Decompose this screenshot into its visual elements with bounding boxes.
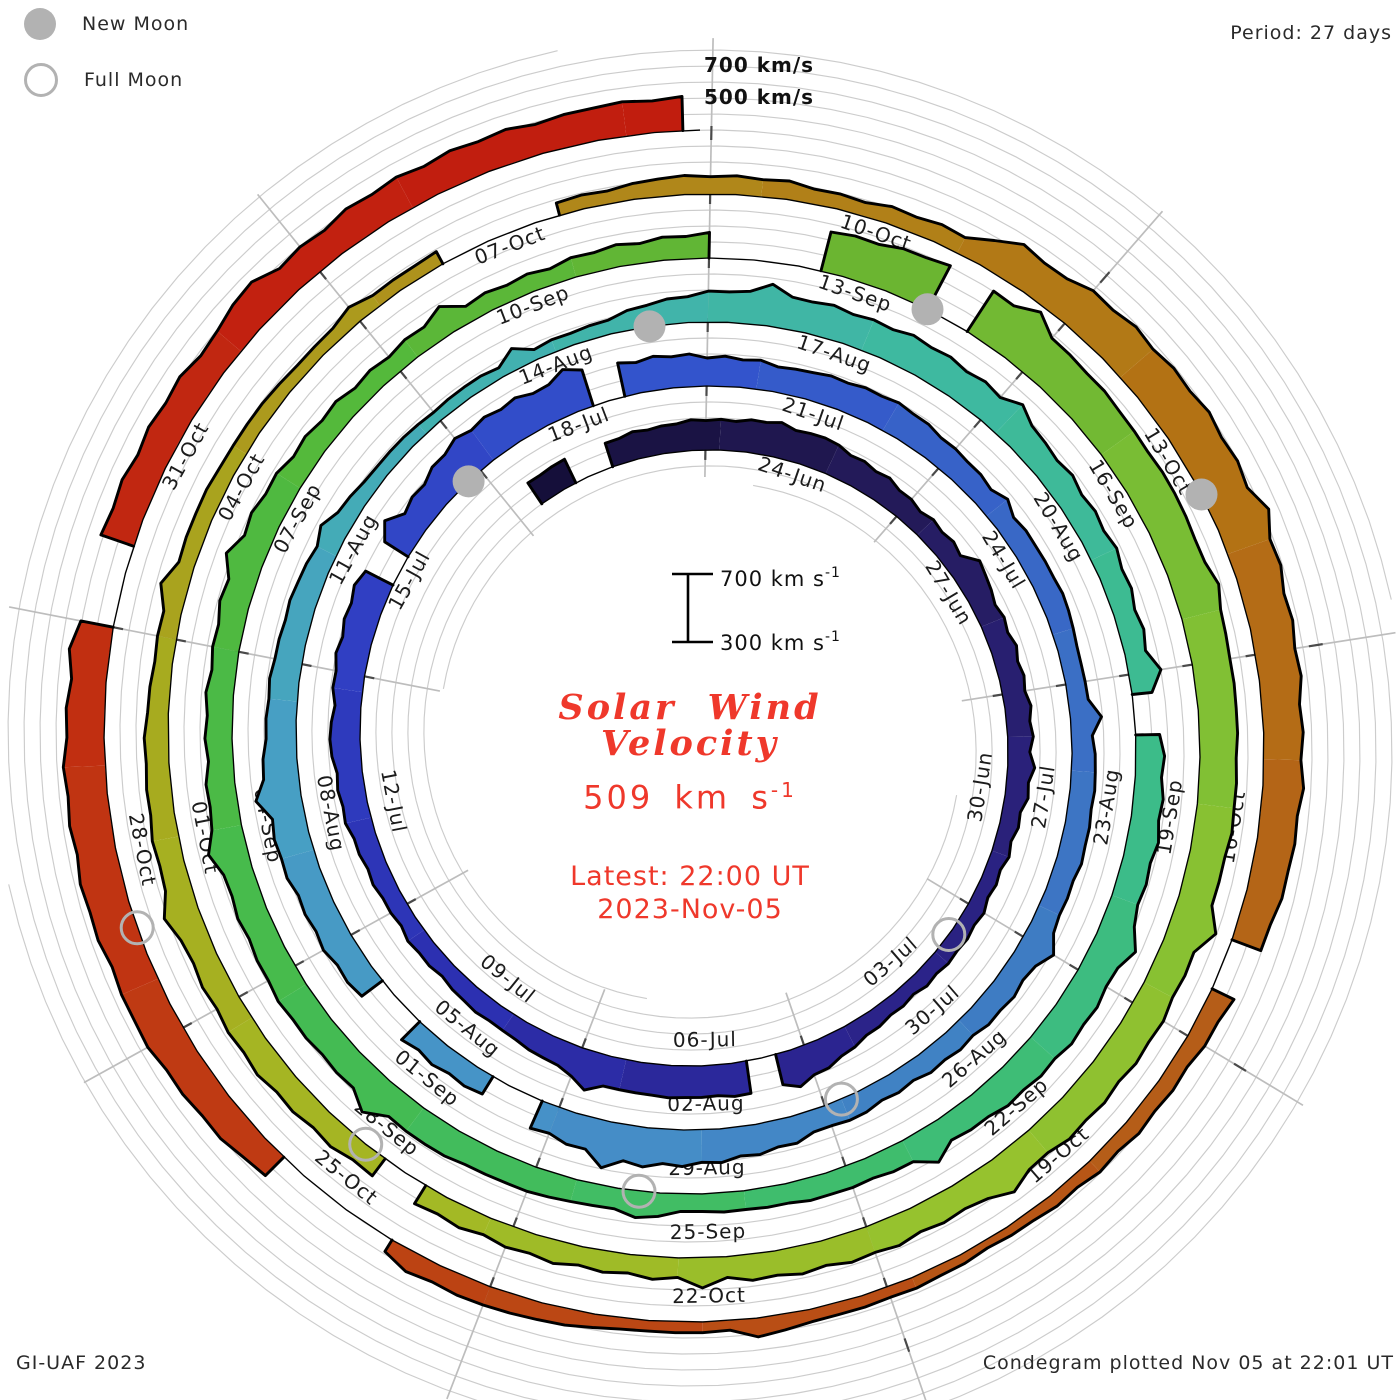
credit-label: GI-UAF 2023: [16, 1352, 147, 1374]
full-moon-marker: [621, 1173, 657, 1209]
full-moon-marker: [931, 917, 967, 952]
date-label: 06-Jul: [673, 1027, 737, 1052]
date-label: 12-Jul: [376, 768, 412, 835]
new-moon-marker: [911, 293, 944, 326]
moon-markers: [119, 293, 1218, 1209]
new-moon-marker: [452, 465, 485, 498]
gridline-labels: 700 km/s 500 km/s: [704, 53, 814, 109]
legend-full-moon: Full Moon: [24, 60, 189, 100]
scale-bar-bottom-label: 300 km s-1: [720, 629, 841, 655]
chart-title-line1: Solar Wind: [558, 687, 822, 728]
plotted-timestamp-label: Condegram plotted Nov 05 at 22:01 UT: [982, 1352, 1394, 1374]
velocity-scale-bar: 700 km s-1 300 km s-1: [672, 565, 841, 655]
full-moon-marker: [119, 910, 155, 946]
date-label: 30-Jun: [962, 750, 997, 824]
center-annotation: Solar Wind Velocity 509 km s-1 Latest: 2…: [460, 690, 920, 925]
baseline-spiral: [103, 129, 1265, 1323]
scale-bar-top-label: 700 km s-1: [720, 565, 841, 591]
velocity-band: [63, 96, 1304, 1337]
new-moon-marker: [1185, 478, 1218, 511]
chart-title-line2: Velocity: [601, 723, 779, 764]
latest-time-label: Latest: 22:00 UT: [570, 860, 810, 892]
new-moon-icon: [24, 8, 56, 40]
date-label: 07-Oct: [471, 221, 549, 270]
velocity-outline: [61, 94, 1306, 1339]
new-moon-label: New Moon: [82, 13, 190, 35]
gridline-label-500: 500 km/s: [704, 85, 814, 109]
full-moon-label: Full Moon: [84, 69, 184, 91]
moon-legend: New Moon Full Moon: [24, 4, 189, 116]
exponent: -1: [770, 778, 797, 802]
latest-date-label: 2023-Nov-05: [597, 893, 783, 925]
full-moon-marker: [823, 1081, 859, 1117]
new-moon-marker: [633, 310, 666, 343]
gridline-label-700: 700 km/s: [704, 53, 814, 77]
date-label: 25-Sep: [670, 1219, 747, 1244]
full-moon-marker: [348, 1126, 384, 1162]
full-moon-icon: [24, 63, 58, 97]
latest-velocity-value: 509 km s-1: [583, 778, 797, 817]
legend-new-moon: New Moon: [24, 4, 189, 44]
period-label: Period: 27 days: [1230, 22, 1392, 44]
date-label: 22-Oct: [672, 1283, 746, 1308]
